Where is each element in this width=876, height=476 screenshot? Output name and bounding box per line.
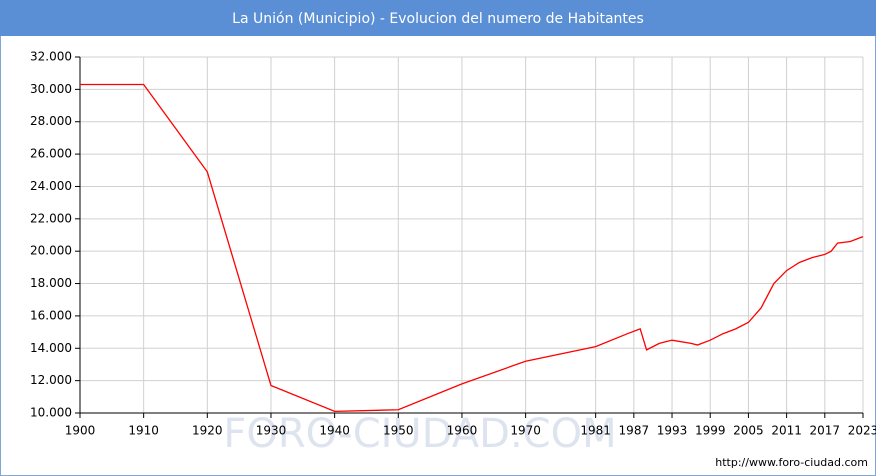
x-tick-label: 1900 (65, 424, 96, 438)
watermark: FORO-CIUDAD.COM (223, 411, 616, 457)
y-tick-label: 10.000 (30, 406, 72, 420)
x-tick-label: 2017 (810, 424, 841, 438)
y-tick-label: 32.000 (30, 50, 72, 64)
x-tick-label: 1970 (510, 424, 541, 438)
x-tick-label: 1981 (580, 424, 611, 438)
x-tick-label: 1987 (619, 424, 650, 438)
y-tick-label: 16.000 (30, 308, 72, 322)
data-line (80, 83, 864, 413)
x-tick-label: 1910 (128, 424, 159, 438)
x-tick-label: 1930 (256, 424, 287, 438)
x-tick-label: 2011 (771, 424, 802, 438)
x-tick-label: 1993 (657, 424, 688, 438)
x-tick-label: 1940 (319, 424, 350, 438)
footer-url: http://www.foro-ciudad.com (715, 456, 868, 469)
y-tick-label: 22.000 (30, 211, 72, 225)
y-tick-label: 24.000 (30, 179, 72, 193)
y-tick-label: 18.000 (30, 276, 72, 290)
x-tick-label: 1920 (192, 424, 223, 438)
title-bar (0, 0, 876, 36)
x-tick-label: 1960 (447, 424, 478, 438)
y-tick-label: 20.000 (30, 244, 72, 258)
y-tick-label: 26.000 (30, 147, 72, 161)
y-tick-label: 28.000 (30, 114, 72, 128)
y-tick-label: 12.000 (30, 373, 72, 387)
chart-title: La Unión (Municipio) - Evolucion del num… (232, 11, 644, 27)
x-tick-label: 2005 (733, 424, 764, 438)
x-tick-label: 1950 (383, 424, 414, 438)
x-tick-label: 1999 (695, 424, 726, 438)
y-tick-label: 14.000 (30, 341, 72, 355)
y-tick-label: 30.000 (30, 82, 72, 96)
x-tick-label: 2023 (848, 424, 876, 438)
